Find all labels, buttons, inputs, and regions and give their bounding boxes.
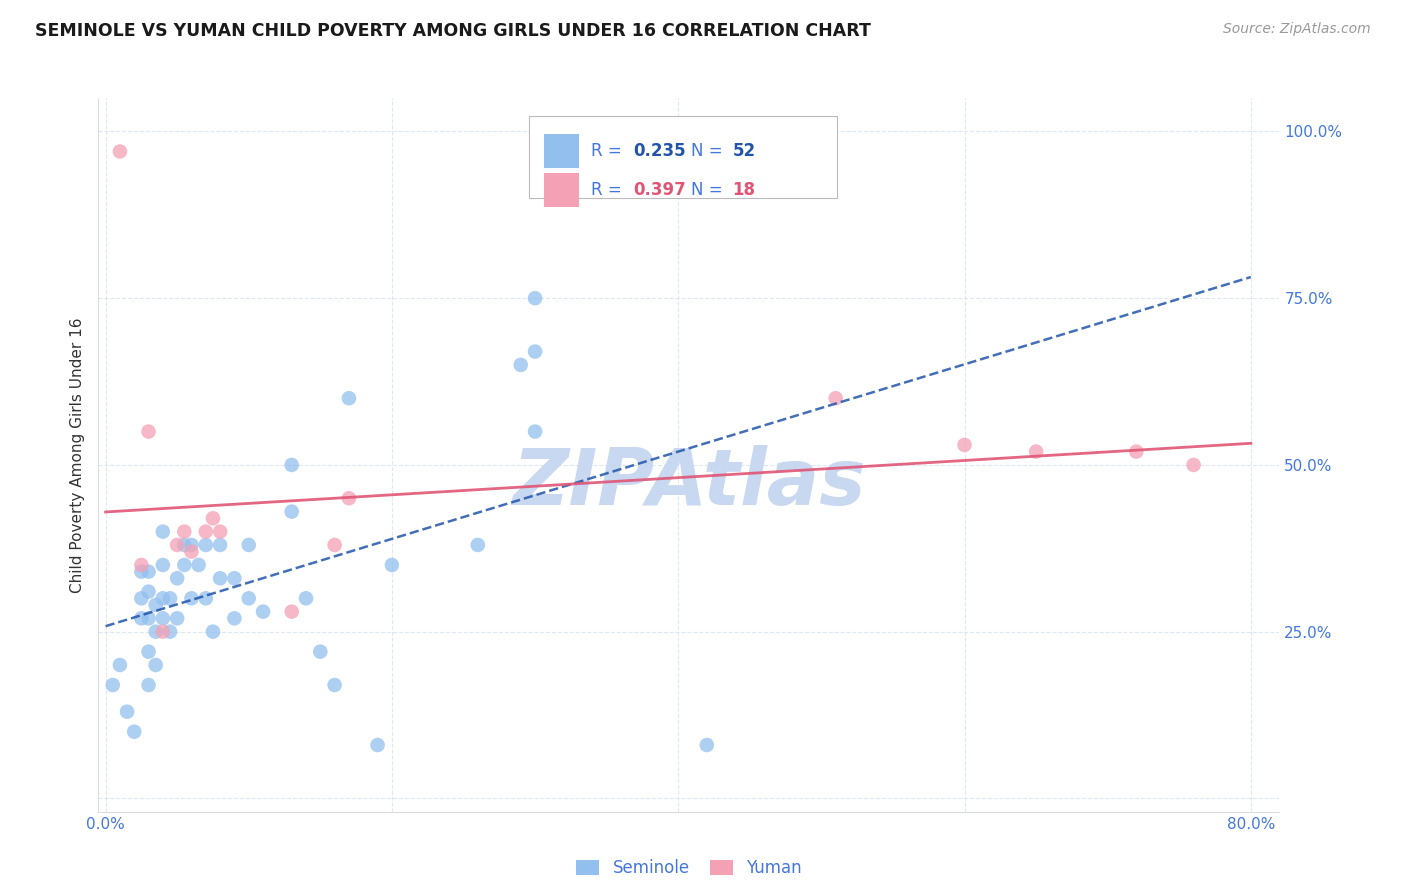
Point (201, 624, 224, 639)
Point (194, 524, 217, 539)
Point (323, 678, 346, 692)
Text: 18: 18 (733, 181, 755, 199)
Point (131, 565, 153, 579)
Point (224, 611, 246, 625)
Point (467, 538, 489, 552)
Point (238, 538, 260, 552)
Legend: Seminole, Yuman: Seminole, Yuman (568, 851, 810, 886)
Point (166, 571, 188, 585)
Text: ZIPAtlas: ZIPAtlas (512, 445, 866, 522)
Point (152, 624, 174, 639)
Point (524, 291, 547, 305)
Text: N =: N = (692, 142, 728, 160)
Point (180, 591, 202, 606)
Text: 0.235: 0.235 (634, 142, 686, 160)
Point (252, 605, 274, 619)
Point (108, 658, 131, 673)
Point (209, 538, 232, 552)
Text: 0.397: 0.397 (634, 181, 686, 199)
Point (1125, 444, 1147, 458)
Y-axis label: Child Poverty Among Girls Under 16: Child Poverty Among Girls Under 16 (70, 318, 86, 592)
Text: Source: ZipAtlas.com: Source: ZipAtlas.com (1223, 22, 1371, 37)
Point (159, 624, 181, 639)
Point (173, 558, 195, 572)
Text: SEMINOLE VS YUMAN CHILD POVERTY AMONG GIRLS UNDER 16 CORRELATION CHART: SEMINOLE VS YUMAN CHILD POVERTY AMONG GI… (35, 22, 872, 40)
Point (238, 591, 260, 606)
Point (524, 425, 547, 439)
Point (209, 571, 232, 585)
Point (138, 584, 160, 599)
Bar (544, 134, 579, 168)
Point (1182, 458, 1205, 472)
Point (173, 524, 195, 539)
Point (224, 571, 246, 585)
Point (696, 738, 718, 752)
Point (145, 658, 167, 673)
Bar (530, 116, 837, 198)
Point (280, 458, 302, 472)
Point (209, 524, 232, 539)
Point (201, 511, 224, 525)
Point (138, 565, 160, 579)
Point (159, 591, 181, 606)
Point (166, 611, 188, 625)
Point (323, 538, 346, 552)
Point (173, 538, 195, 552)
Point (295, 591, 318, 606)
Text: 52: 52 (733, 142, 756, 160)
Point (138, 645, 160, 659)
Point (145, 624, 167, 639)
Point (381, 558, 404, 572)
Point (187, 558, 209, 572)
Point (337, 391, 360, 405)
Point (194, 538, 217, 552)
Point (824, 391, 846, 405)
Point (1025, 444, 1047, 458)
Point (131, 611, 153, 625)
Text: N =: N = (692, 181, 728, 199)
Point (152, 524, 174, 539)
Point (122, 724, 145, 739)
Text: R =: R = (591, 181, 627, 199)
Point (152, 591, 174, 606)
Point (180, 544, 202, 558)
Point (101, 678, 124, 692)
Point (145, 598, 167, 612)
Point (131, 591, 153, 606)
Point (115, 705, 138, 719)
Point (367, 738, 389, 752)
Point (138, 611, 160, 625)
Point (953, 438, 976, 452)
Point (180, 538, 202, 552)
Point (131, 558, 153, 572)
Point (280, 605, 302, 619)
Point (280, 505, 302, 519)
Point (509, 358, 531, 372)
Point (152, 611, 174, 625)
Point (524, 344, 547, 359)
Point (309, 645, 332, 659)
Point (194, 591, 217, 606)
Point (138, 678, 160, 692)
Bar (544, 173, 579, 207)
Point (152, 558, 174, 572)
Point (166, 538, 188, 552)
Point (337, 491, 360, 506)
Text: R =: R = (591, 142, 627, 160)
Point (108, 145, 131, 159)
Point (138, 425, 160, 439)
